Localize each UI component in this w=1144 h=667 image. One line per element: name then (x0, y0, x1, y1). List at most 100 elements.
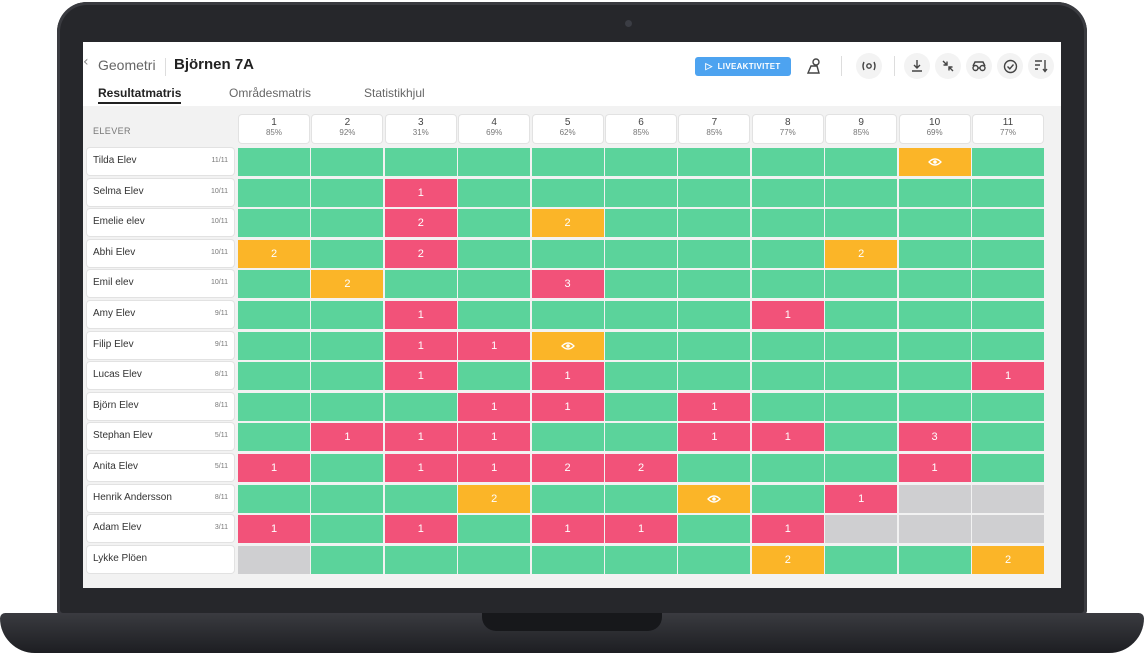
result-cell[interactable] (531, 301, 604, 329)
result-cell[interactable] (458, 239, 531, 268)
result-cell[interactable]: 1 (751, 515, 824, 544)
question-header[interactable]: 4 69% (459, 115, 530, 143)
result-cell[interactable]: 1 (458, 392, 531, 421)
result-cell[interactable] (605, 362, 677, 391)
result-cell[interactable] (898, 392, 971, 421)
result-cell[interactable] (238, 362, 310, 391)
result-cell[interactable] (311, 545, 384, 574)
result-cell[interactable]: 1 (238, 454, 310, 482)
result-cell[interactable] (898, 545, 971, 574)
result-cell[interactable] (898, 301, 971, 329)
result-cell[interactable] (238, 178, 310, 207)
student-row-header[interactable]: Henrik Andersson 8/11 (87, 484, 234, 512)
result-cell[interactable] (678, 178, 751, 207)
result-cell[interactable] (825, 545, 898, 574)
result-cell[interactable] (825, 423, 898, 452)
result-cell[interactable]: 2 (311, 270, 384, 299)
result-cell[interactable] (898, 270, 971, 299)
result-cell[interactable]: 1 (898, 454, 971, 482)
result-cell[interactable] (898, 362, 971, 391)
result-cell[interactable] (898, 178, 971, 207)
result-cell[interactable]: 1 (751, 423, 824, 452)
result-cell[interactable] (678, 331, 751, 360)
shrink-icon[interactable] (935, 53, 961, 79)
result-cell[interactable] (311, 362, 384, 391)
result-cell[interactable] (458, 270, 531, 299)
broadcast-icon[interactable] (856, 53, 882, 79)
result-cell[interactable]: 1 (678, 423, 751, 452)
result-cell[interactable]: 1 (384, 331, 457, 360)
question-header[interactable]: 1 85% (239, 115, 309, 143)
result-cell[interactable]: 2 (531, 209, 604, 238)
result-cell[interactable] (311, 178, 384, 207)
question-header[interactable]: 5 62% (532, 115, 603, 143)
result-cell[interactable]: 1 (531, 392, 604, 421)
result-cell[interactable]: 2 (458, 484, 531, 513)
result-cell[interactable] (972, 148, 1044, 176)
result-cell[interactable] (605, 484, 677, 513)
result-cell[interactable] (751, 392, 824, 421)
result-cell[interactable] (311, 209, 384, 238)
question-header[interactable]: 2 92% (312, 115, 383, 143)
result-cell[interactable] (531, 239, 604, 268)
result-cell[interactable]: 1 (311, 423, 384, 452)
result-cell[interactable] (238, 484, 310, 513)
result-cell[interactable] (825, 392, 898, 421)
result-cell[interactable] (678, 209, 751, 238)
result-cell[interactable] (825, 331, 898, 360)
result-cell[interactable] (238, 545, 310, 574)
result-cell[interactable] (605, 423, 677, 452)
result-cell[interactable] (384, 392, 457, 421)
result-cell[interactable]: 1 (605, 515, 677, 544)
result-cell[interactable]: 2 (605, 454, 677, 482)
result-cell[interactable] (898, 515, 971, 544)
result-cell[interactable] (384, 270, 457, 299)
result-cell[interactable] (972, 515, 1044, 544)
result-cell[interactable] (531, 484, 604, 513)
result-cell[interactable] (898, 209, 971, 238)
result-cell[interactable] (238, 423, 310, 452)
result-cell[interactable] (751, 331, 824, 360)
result-cell[interactable]: 1 (384, 362, 457, 391)
result-cell[interactable]: 1 (384, 301, 457, 329)
result-cell[interactable] (531, 331, 604, 360)
result-cell[interactable] (238, 301, 310, 329)
result-cell[interactable] (678, 301, 751, 329)
result-cell[interactable] (678, 362, 751, 391)
question-header[interactable]: 7 85% (679, 115, 750, 143)
student-row-header[interactable]: Selma Elev 10/11 (87, 178, 234, 206)
result-cell[interactable] (678, 545, 751, 574)
result-cell[interactable] (972, 239, 1044, 268)
person-icon[interactable] (801, 53, 827, 79)
result-cell[interactable] (825, 209, 898, 238)
result-cell[interactable] (384, 148, 457, 176)
result-cell[interactable] (238, 392, 310, 421)
result-cell[interactable]: 2 (238, 239, 310, 268)
sort-icon[interactable] (1028, 53, 1054, 79)
result-cell[interactable] (531, 178, 604, 207)
result-cell[interactable] (825, 148, 898, 176)
result-cell[interactable] (751, 239, 824, 268)
result-cell[interactable] (751, 454, 824, 482)
result-cell[interactable] (678, 148, 751, 176)
result-cell[interactable] (751, 270, 824, 299)
result-cell[interactable] (678, 270, 751, 299)
result-cell[interactable] (898, 331, 971, 360)
result-cell[interactable] (825, 178, 898, 207)
result-cell[interactable]: 1 (678, 392, 751, 421)
result-cell[interactable] (311, 331, 384, 360)
student-row-header[interactable]: Björn Elev 8/11 (87, 392, 234, 420)
result-cell[interactable] (531, 148, 604, 176)
student-row-header[interactable]: Filip Elev 9/11 (87, 331, 234, 359)
result-cell[interactable] (898, 239, 971, 268)
result-cell[interactable] (825, 515, 898, 544)
result-cell[interactable]: 1 (825, 484, 898, 513)
result-cell[interactable] (605, 392, 677, 421)
result-cell[interactable]: 1 (972, 362, 1044, 391)
result-cell[interactable]: 2 (531, 454, 604, 482)
result-cell[interactable] (825, 454, 898, 482)
question-header[interactable]: 8 77% (752, 115, 823, 143)
result-cell[interactable] (972, 301, 1044, 329)
result-cell[interactable]: 2 (972, 545, 1044, 574)
result-cell[interactable] (751, 362, 824, 391)
